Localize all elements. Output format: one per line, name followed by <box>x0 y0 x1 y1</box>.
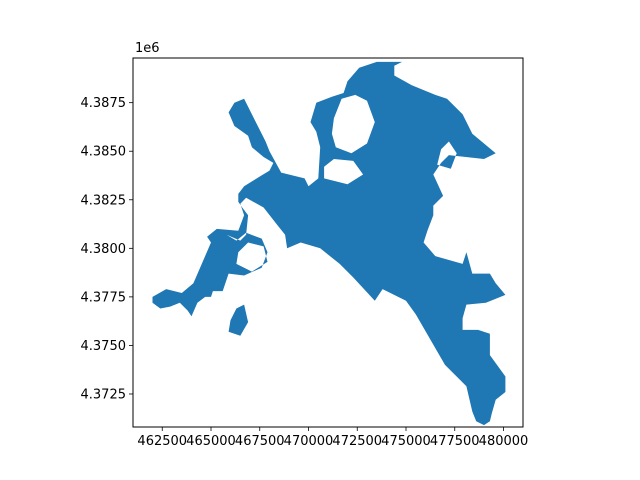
y-axis: 4.3725 4.3750 4.3775 4.3800 4.3825 4.3850 4.38… <box>81 96 133 402</box>
x-axis: 462500 465000 467500 470000 472500 475000 4775… <box>137 427 528 449</box>
y-axis-offset-label: 1e6 <box>135 41 160 56</box>
y-tick-label: 4.3725 <box>81 387 127 402</box>
x-tick-label: 472500 <box>332 434 382 449</box>
y-tick-label: 4.3800 <box>81 242 127 257</box>
x-tick-label: 480000 <box>479 434 529 449</box>
x-tick-label: 475000 <box>381 434 431 449</box>
y-tick-label: 4.3825 <box>81 193 127 208</box>
x-tick-label: 462500 <box>137 434 187 449</box>
y-tick-label: 4.3875 <box>81 96 127 111</box>
x-tick-label: 465000 <box>186 434 236 449</box>
region-polygon <box>152 61 506 426</box>
x-tick-label: 470000 <box>284 434 334 449</box>
y-tick-label: 4.3750 <box>81 339 127 354</box>
x-tick-label: 467500 <box>235 434 285 449</box>
axes-frame <box>132 57 524 428</box>
x-tick-label: 477500 <box>430 434 480 449</box>
y-tick-label: 4.3775 <box>81 290 127 305</box>
y-tick-label: 4.3850 <box>81 145 127 160</box>
